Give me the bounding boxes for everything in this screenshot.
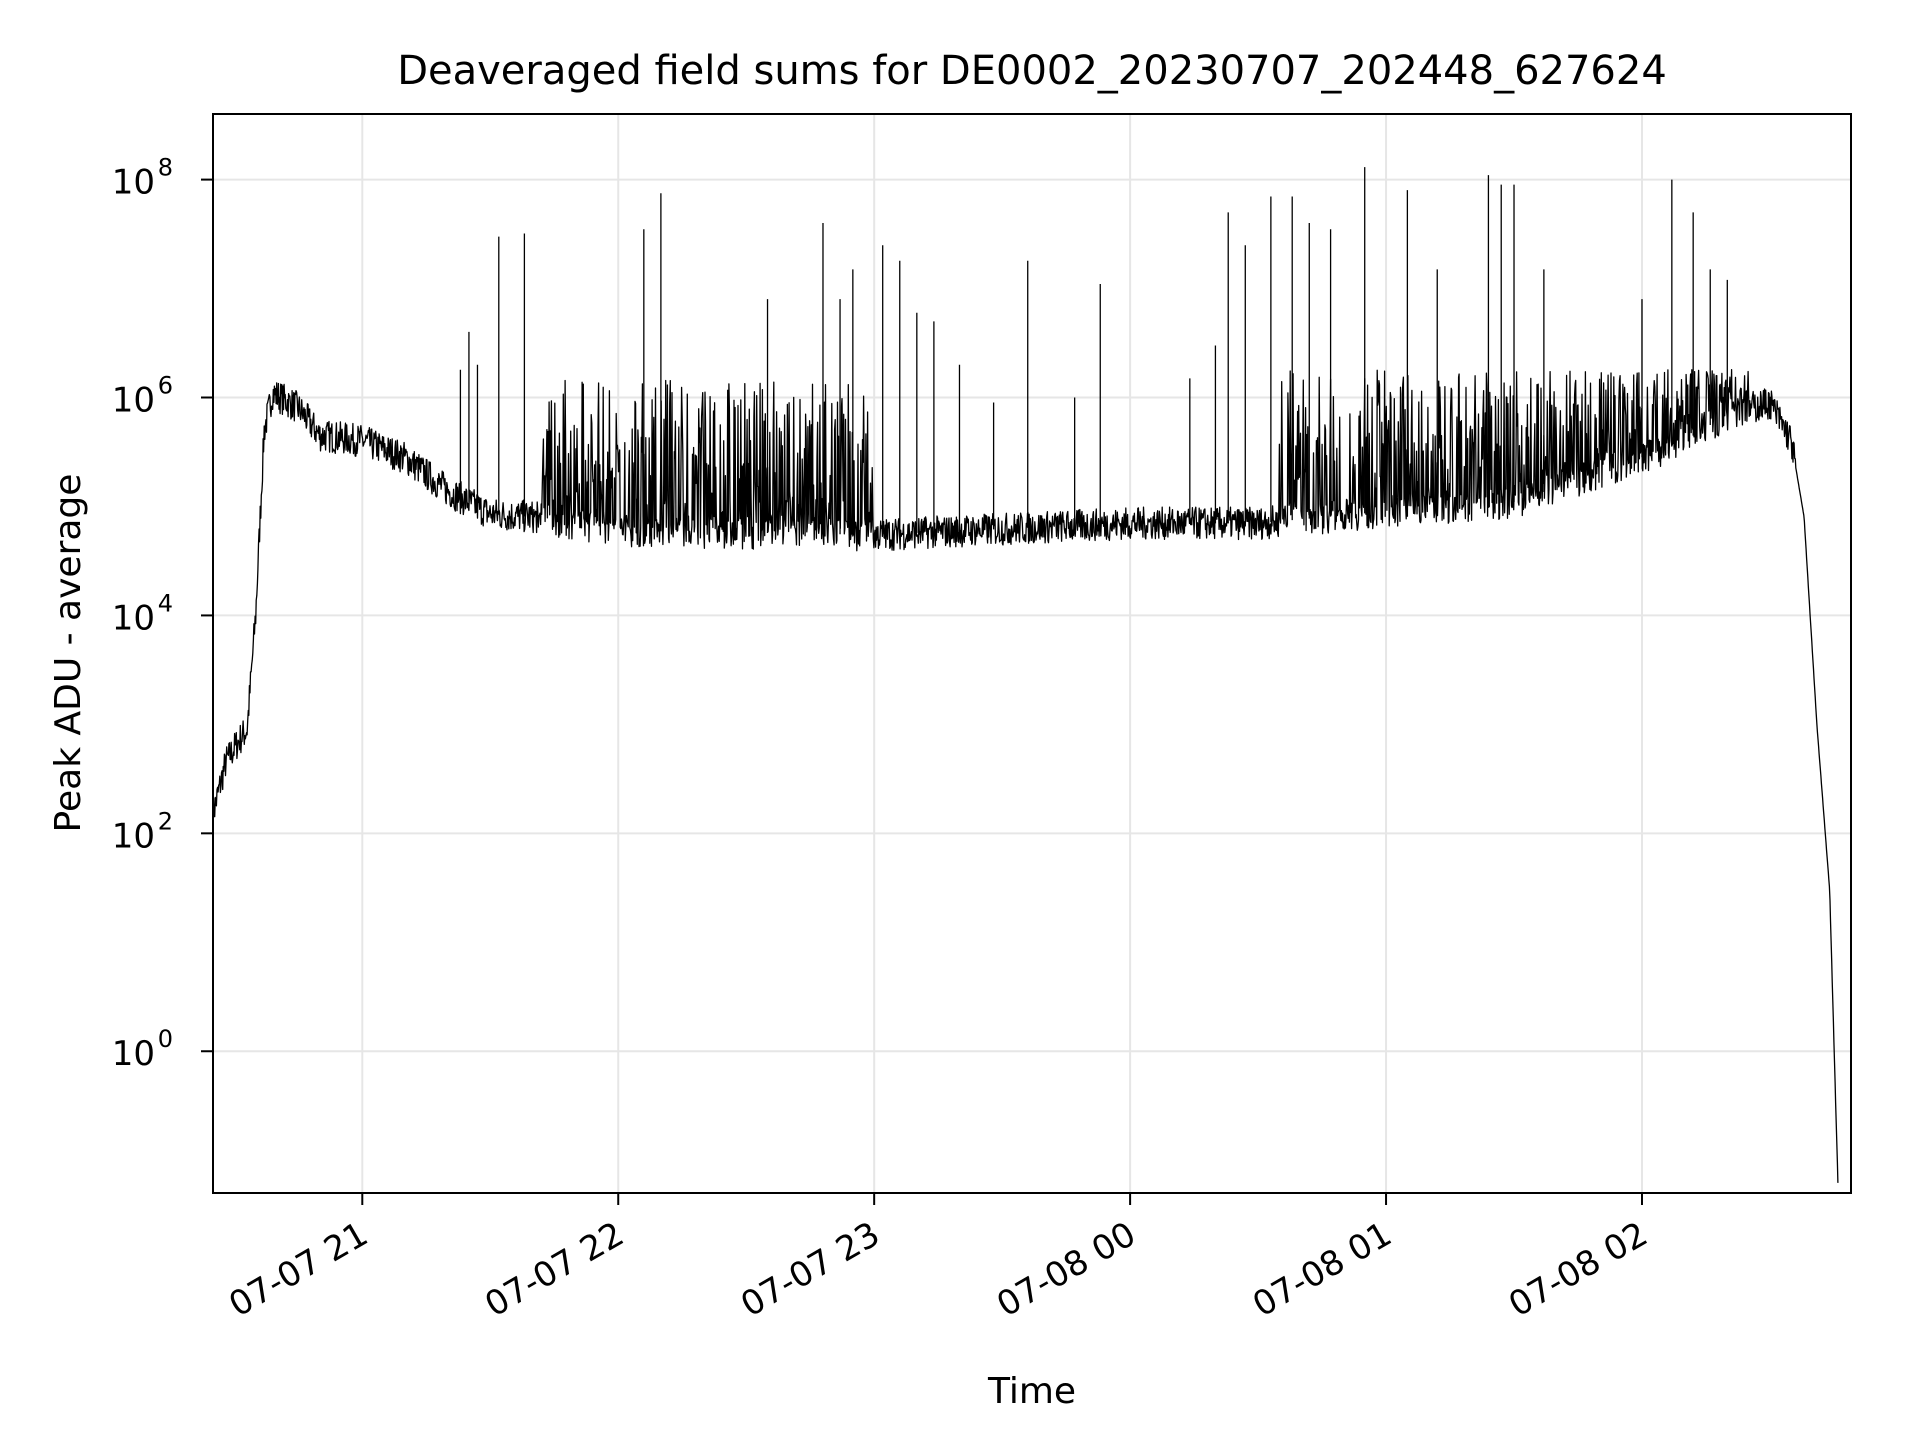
y-tick-exponent: 4 [158, 589, 173, 617]
y-tick-exponent: 0 [158, 1025, 173, 1053]
y-tick-exponent: 6 [158, 372, 173, 400]
plot-frame [212, 113, 1852, 1194]
series-spikes [459, 167, 1728, 535]
y-tick-label: 10 [112, 598, 155, 638]
y-axis-label: Peak ADU - average [48, 474, 89, 833]
y-tick-exponent: 2 [158, 807, 173, 835]
chart-title: Deaveraged field sums for DE0002_2023070… [397, 48, 1667, 94]
y-tick-label: 10 [112, 381, 155, 421]
y-tick-exponent: 8 [158, 154, 173, 182]
gridlines [213, 114, 1851, 1193]
y-tick-label: 10 [112, 1034, 155, 1074]
series-line [213, 369, 1839, 1183]
y-tick-label: 10 [112, 163, 155, 203]
x-axis-label: Time [987, 1371, 1076, 1412]
y-tick-label: 10 [112, 816, 155, 856]
